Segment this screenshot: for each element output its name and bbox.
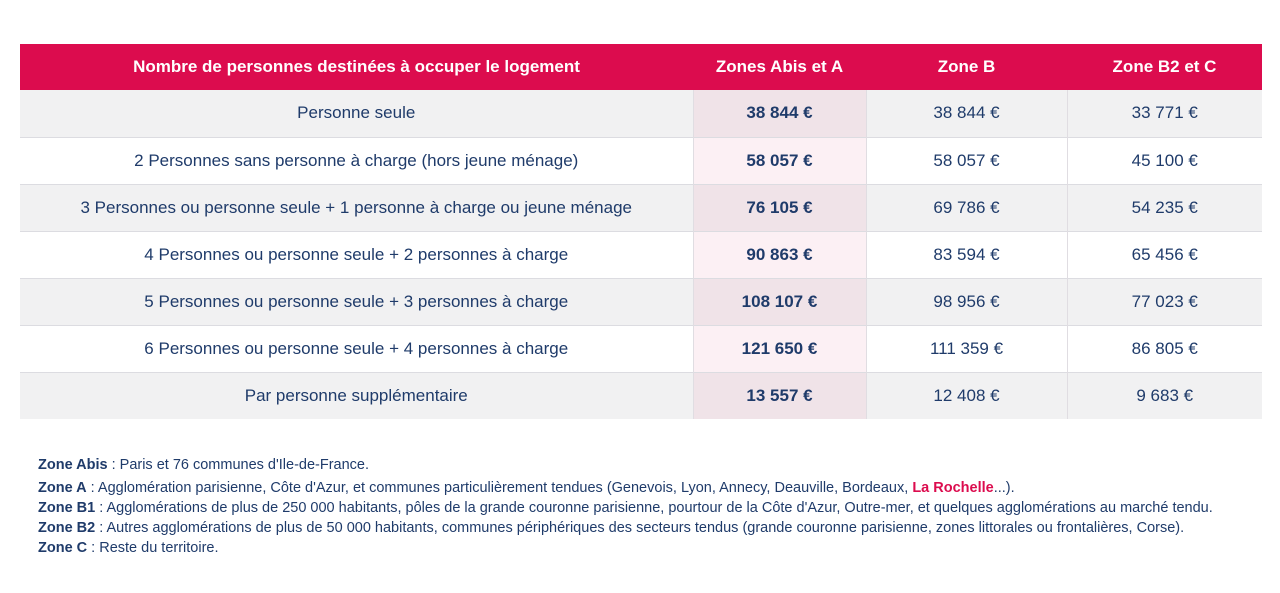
footnote-zone-a: Zone A : Agglomération parisienne, Côte … <box>38 478 1238 498</box>
row-label: 5 Personnes ou personne seule + 3 person… <box>20 277 693 325</box>
footnote-zone-b2: Zone B2 : Autres agglomérations de plus … <box>38 518 1238 538</box>
value-zones-abis-a: 121 650 € <box>692 324 867 372</box>
value-zones-abis-a: 76 105 € <box>692 183 867 231</box>
table-row: 6 Personnes ou personne seule + 4 person… <box>20 324 1262 372</box>
footnote-zone-c: Zone C : Reste du territoire. <box>38 538 1238 558</box>
value-zone-b: 69 786 € <box>866 183 1067 231</box>
value-zone-b: 111 359 € <box>866 324 1067 372</box>
row-label: 3 Personnes ou personne seule + 1 person… <box>20 183 693 231</box>
value-zone-b: 38 844 € <box>866 90 1067 137</box>
zone-b2-term: Zone B2 <box>38 520 96 536</box>
footnote-zone-b1: Zone B1 : Agglomérations de plus de 250 … <box>38 498 1238 518</box>
table-header-row: Nombre de personnes destinées à occuper … <box>20 44 1262 90</box>
row-label: Par personne supplémentaire <box>20 371 693 419</box>
row-label: 6 Personnes ou personne seule + 4 person… <box>20 324 693 372</box>
row-label: Personne seule <box>20 90 693 137</box>
table-row: 3 Personnes ou personne seule + 1 person… <box>20 183 1262 231</box>
value-zone-b2-c: 33 771 € <box>1066 90 1262 137</box>
zone-a-term: Zone A <box>38 480 87 496</box>
value-zones-abis-a: 38 844 € <box>692 90 867 137</box>
zone-c-term: Zone C <box>38 540 88 556</box>
header-zones-abis-a: Zones Abis et A <box>693 44 866 90</box>
zone-a-text: : Agglomération parisienne, Côte d'Azur,… <box>86 480 913 496</box>
zone-abis-term: Zone Abis <box>38 457 108 473</box>
header-zone-b: Zone B <box>866 44 1067 90</box>
value-zones-abis-a: 108 107 € <box>692 277 867 325</box>
zone-b2-text: : Autres agglomérations de plus de 50 00… <box>95 520 1185 536</box>
value-zones-abis-a: 90 863 € <box>692 230 867 278</box>
income-ceiling-table: Nombre de personnes destinées à occuper … <box>20 44 1262 419</box>
zone-b1-text: : Agglomérations de plus de 250 000 habi… <box>95 500 1213 516</box>
header-zone-b2-c: Zone B2 et C <box>1067 44 1262 90</box>
zone-abis-text: : Paris et 76 communes d'Ile-de-France. <box>107 457 370 473</box>
row-label: 2 Personnes sans personne à charge (hors… <box>20 136 693 184</box>
value-zone-b2-c: 54 235 € <box>1066 183 1262 231</box>
zone-a-text-after: ...). <box>993 480 1015 496</box>
table-row: 4 Personnes ou personne seule + 2 person… <box>20 230 1262 278</box>
footnote-zone-abis: Zone Abis : Paris et 76 communes d'Ile-d… <box>38 455 1238 475</box>
value-zones-abis-a: 13 557 € <box>692 371 867 419</box>
value-zone-b2-c: 65 456 € <box>1066 230 1262 278</box>
value-zone-b: 83 594 € <box>866 230 1067 278</box>
value-zone-b: 12 408 € <box>866 371 1067 419</box>
table-row: 5 Personnes ou personne seule + 3 person… <box>20 277 1262 325</box>
zone-c-text: : Reste du territoire. <box>87 540 219 556</box>
value-zone-b: 58 057 € <box>866 136 1067 184</box>
table-row: 2 Personnes sans personne à charge (hors… <box>20 136 1262 184</box>
row-label: 4 Personnes ou personne seule + 2 person… <box>20 230 693 278</box>
zone-b1-term: Zone B1 <box>38 500 96 516</box>
zone-a-highlight: La Rochelle <box>912 480 994 496</box>
value-zone-b: 98 956 € <box>866 277 1067 325</box>
header-occupants: Nombre de personnes destinées à occuper … <box>20 44 693 90</box>
value-zones-abis-a: 58 057 € <box>692 136 867 184</box>
value-zone-b2-c: 77 023 € <box>1066 277 1262 325</box>
value-zone-b2-c: 86 805 € <box>1066 324 1262 372</box>
table-row: Personne seule 38 844 € 38 844 € 33 771 … <box>20 90 1262 137</box>
value-zone-b2-c: 45 100 € <box>1066 136 1262 184</box>
value-zone-b2-c: 9 683 € <box>1066 371 1262 419</box>
zone-definitions: Zone Abis : Paris et 76 communes d'Ile-d… <box>38 455 1238 558</box>
table-row: Par personne supplémentaire 13 557 € 12 … <box>20 371 1262 419</box>
